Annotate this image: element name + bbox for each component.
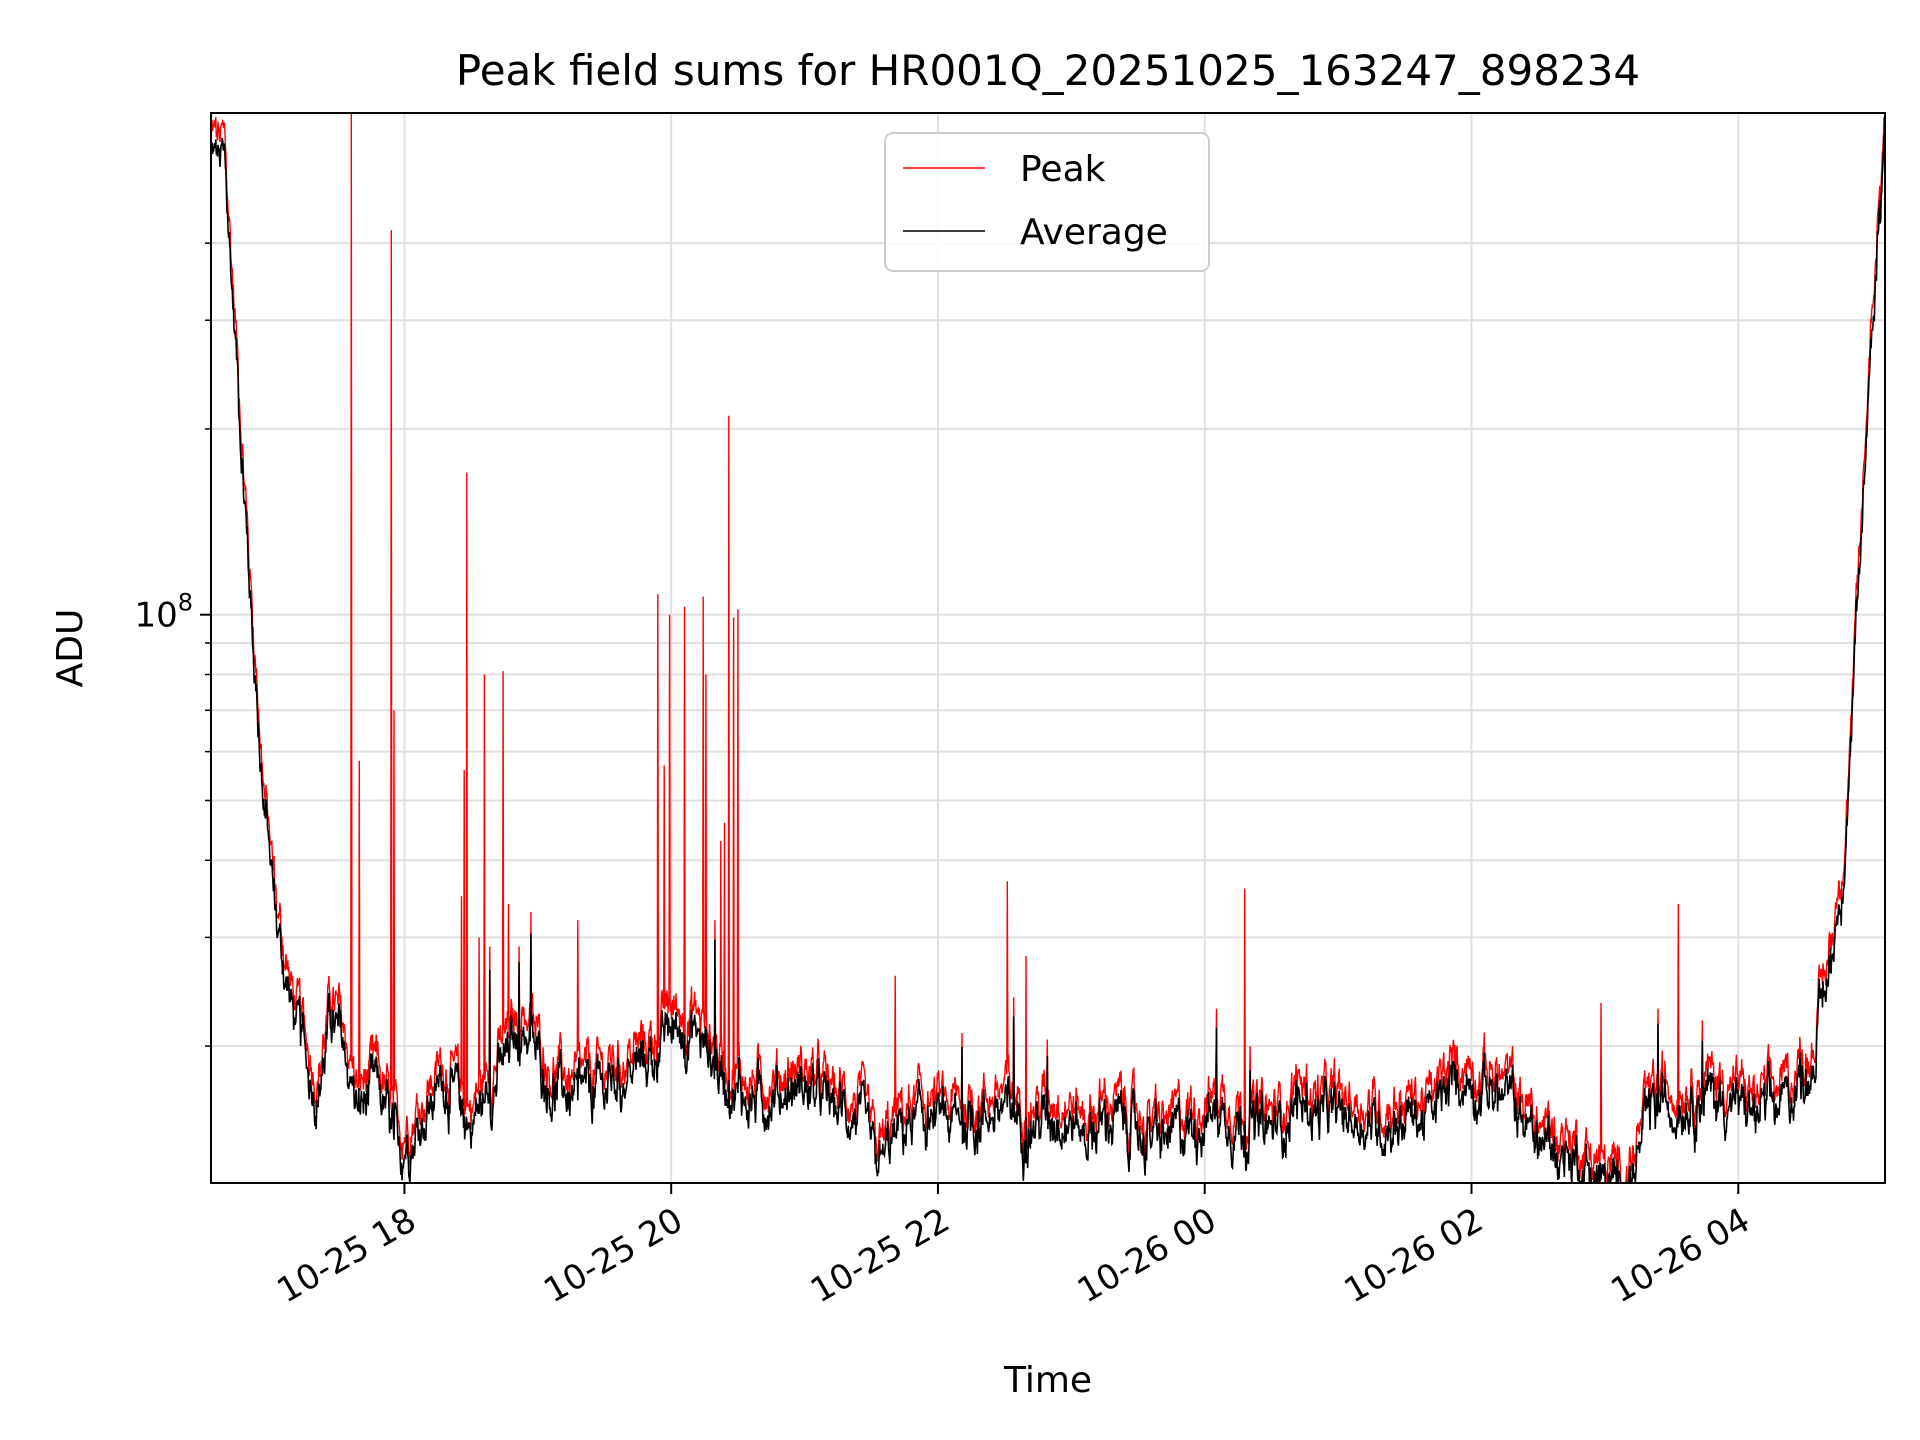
legend-average-label: Average [1020, 212, 1168, 253]
x-axis: 10-25 18 10-25 20 10-25 22 10-26 00 10-26 02… [271, 1183, 1757, 1311]
x-tick-label: 10-25 18 [271, 1200, 423, 1311]
legend-peak-label: Peak [1020, 149, 1106, 190]
plot-frame [210, 112, 1886, 1184]
y-axis: 108 [134, 242, 211, 1047]
x-tick-label: 10-26 00 [1071, 1200, 1223, 1311]
legend: Peak Average [884, 132, 1210, 272]
x-tick-label: 10-25 20 [537, 1200, 689, 1311]
x-tick-label: 10-26 02 [1338, 1200, 1490, 1311]
chart-title: Peak field sums for HR001Q_20251025_1632… [456, 46, 1640, 95]
x-axis-label: Time [1003, 1360, 1092, 1401]
y-tick-label: 108 [134, 589, 193, 636]
peak-series-line [210, 112, 1886, 1184]
x-tick-label: 10-25 22 [804, 1200, 956, 1311]
x-tick-label: 10-26 04 [1604, 1200, 1756, 1311]
series-layer [210, 112, 1886, 1184]
y-axis-label: ADU [50, 609, 91, 688]
